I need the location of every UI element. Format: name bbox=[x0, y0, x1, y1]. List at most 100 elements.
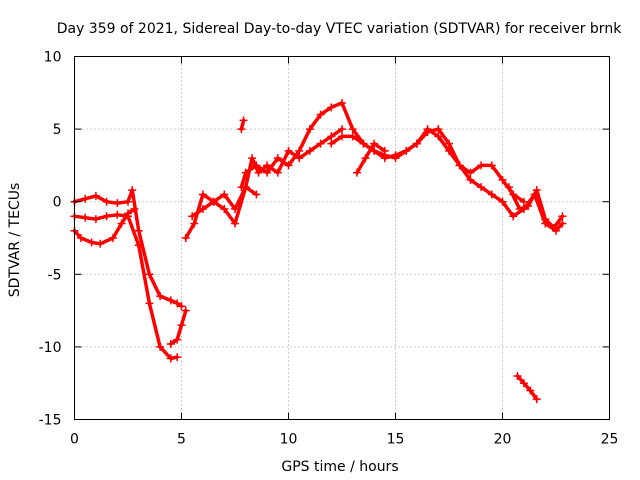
data-point bbox=[128, 186, 137, 195]
data-point bbox=[181, 234, 190, 242]
data-point bbox=[327, 103, 336, 112]
data-point bbox=[348, 132, 357, 141]
data-point bbox=[498, 197, 507, 206]
data-point bbox=[513, 371, 522, 380]
data-point bbox=[541, 215, 550, 224]
data-point bbox=[316, 139, 325, 148]
data-point bbox=[76, 234, 85, 242]
x-tick-label: 10 bbox=[280, 432, 298, 448]
data-point bbox=[361, 154, 370, 163]
data-point bbox=[549, 223, 558, 232]
data-point bbox=[558, 219, 567, 228]
data-point bbox=[380, 146, 389, 155]
data-point bbox=[305, 146, 314, 155]
series-arc-7 bbox=[239, 101, 565, 233]
data-point bbox=[487, 161, 496, 170]
data-point bbox=[102, 197, 111, 206]
data-point bbox=[295, 154, 304, 163]
data-point bbox=[532, 186, 541, 195]
data-point bbox=[166, 296, 175, 305]
data-point bbox=[130, 204, 139, 213]
data-point bbox=[412, 139, 421, 148]
series-arc-10 bbox=[515, 374, 539, 401]
data-point bbox=[81, 194, 90, 203]
data-point bbox=[352, 168, 361, 177]
data-point bbox=[445, 139, 453, 148]
data-point bbox=[515, 204, 524, 213]
data-point bbox=[402, 146, 411, 155]
x-axis-label: GPS time / hours bbox=[281, 459, 398, 475]
grid-lines bbox=[74, 56, 610, 420]
data-point bbox=[391, 154, 400, 163]
data-point bbox=[434, 132, 443, 141]
data-point bbox=[359, 139, 368, 148]
data-point bbox=[173, 299, 182, 308]
data-point bbox=[237, 183, 246, 192]
series-arc-1 bbox=[72, 188, 184, 308]
data-point bbox=[145, 270, 154, 279]
data-point bbox=[209, 197, 218, 206]
data-point bbox=[81, 213, 90, 222]
data-point bbox=[220, 204, 229, 213]
data-traces bbox=[70, 98, 567, 404]
data-point bbox=[263, 161, 272, 170]
y-tick-label: -5 bbox=[48, 267, 62, 283]
series-arc-4 bbox=[169, 308, 188, 346]
data-point bbox=[190, 219, 199, 228]
data-point bbox=[220, 190, 229, 199]
data-point bbox=[455, 161, 464, 170]
data-point bbox=[327, 132, 336, 141]
data-point bbox=[558, 212, 567, 221]
data-point bbox=[305, 125, 314, 134]
data-point bbox=[519, 379, 528, 388]
data-point bbox=[519, 197, 528, 206]
x-tick-label: 15 bbox=[387, 432, 405, 448]
data-point bbox=[124, 197, 132, 206]
data-point bbox=[434, 125, 443, 134]
data-point bbox=[477, 161, 486, 170]
data-point bbox=[177, 321, 186, 330]
data-point bbox=[295, 146, 304, 155]
x-tick-label: 20 bbox=[494, 432, 512, 448]
data-point bbox=[91, 215, 100, 224]
data-point bbox=[134, 241, 143, 250]
data-point bbox=[87, 238, 96, 247]
plot-frame bbox=[74, 56, 610, 420]
data-point bbox=[166, 354, 175, 363]
data-point bbox=[327, 139, 336, 148]
series-arc-2 bbox=[72, 213, 179, 361]
data-point bbox=[198, 204, 207, 213]
data-point bbox=[252, 161, 261, 170]
data-point bbox=[188, 212, 197, 221]
data-point bbox=[145, 299, 154, 308]
data-point bbox=[526, 386, 535, 395]
data-point bbox=[466, 168, 475, 177]
data-point bbox=[524, 202, 533, 211]
data-point bbox=[124, 209, 132, 218]
data-point bbox=[284, 146, 293, 155]
data-point bbox=[173, 335, 182, 344]
data-point bbox=[156, 292, 165, 301]
data-point bbox=[252, 190, 261, 199]
data-point bbox=[113, 199, 122, 208]
x-tick-label: 5 bbox=[177, 432, 186, 448]
x-tick-label: 25 bbox=[601, 432, 619, 448]
data-point bbox=[177, 302, 186, 311]
data-point bbox=[198, 190, 207, 199]
data-point bbox=[113, 210, 122, 219]
data-point bbox=[498, 175, 507, 184]
data-point bbox=[91, 191, 100, 200]
data-point bbox=[532, 395, 541, 404]
x-tick-label: 0 bbox=[70, 432, 79, 448]
data-point bbox=[509, 212, 518, 221]
data-point bbox=[423, 128, 432, 137]
data-point bbox=[231, 219, 239, 228]
data-point bbox=[487, 190, 496, 199]
y-tick-label: 10 bbox=[44, 50, 62, 66]
y-tick-label: -10 bbox=[39, 340, 62, 356]
data-point bbox=[156, 342, 165, 351]
series-arc-5 bbox=[184, 127, 344, 240]
chart-title: Day 359 of 2021, Sidereal Day-to-day VTE… bbox=[57, 21, 622, 37]
data-point bbox=[338, 98, 346, 107]
data-point bbox=[254, 168, 263, 177]
